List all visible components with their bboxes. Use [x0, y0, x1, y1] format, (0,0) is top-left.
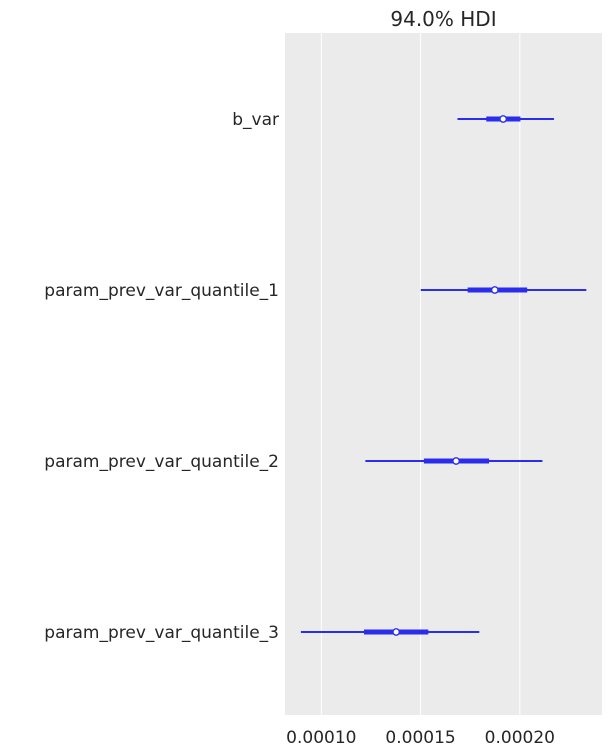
x-tick-label: 0.00020 — [485, 728, 555, 748]
parameter-label: param_prev_var_quantile_3 — [44, 623, 279, 643]
x-tick-labels: 0.00010 0.00015 0.00020 — [286, 728, 555, 748]
point-estimate — [499, 115, 508, 123]
series-param_prev_var_quantile_3 — [300, 628, 480, 636]
point-estimate — [490, 286, 499, 294]
point-estimate — [452, 457, 461, 465]
interval-marks — [300, 115, 587, 636]
point-estimate — [392, 628, 401, 636]
parameter-label: b_var — [232, 110, 279, 130]
series-param_prev_var_quantile_1 — [420, 286, 587, 294]
grid-lines — [320, 33, 521, 715]
series-b_var — [457, 115, 554, 123]
parameter-label: param_prev_var_quantile_2 — [44, 452, 279, 472]
chart-title: 94.0% HDI — [390, 7, 496, 31]
series-param_prev_var_quantile_2 — [365, 457, 543, 465]
parameter-label: param_prev_var_quantile_1 — [44, 281, 279, 301]
parameter-labels: b_var param_prev_var_quantile_1 param_prev… — [44, 110, 279, 643]
plot-panel — [285, 33, 602, 715]
x-tick-label: 0.00015 — [385, 728, 455, 748]
x-tick-label: 0.00010 — [286, 728, 356, 748]
